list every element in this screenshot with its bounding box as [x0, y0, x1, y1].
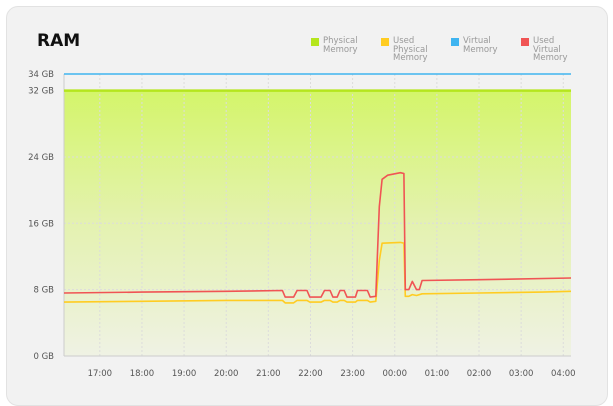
legend-swatch	[451, 38, 459, 46]
y-tick-label: 34 GB	[28, 70, 54, 80]
y-tick-label: 0 GB	[33, 352, 54, 362]
legend-label: Physical Memory	[323, 36, 358, 55]
x-tick-label: 22:00	[298, 369, 323, 379]
x-tick-label: 20:00	[214, 369, 239, 379]
x-tick-label: 17:00	[88, 369, 113, 379]
x-tick-label: 02:00	[467, 369, 492, 379]
legend-swatch	[381, 38, 389, 46]
x-tick-label: 21:00	[256, 369, 281, 379]
legend-swatch	[311, 38, 319, 46]
y-tick-label: 8 GB	[33, 286, 54, 296]
legend-label: Used Physical Memory	[393, 36, 428, 63]
legend-label: Used Virtual Memory	[533, 36, 568, 63]
legend-item[interactable]: Physical Memory	[311, 37, 381, 63]
x-tick-label: 04:00	[551, 369, 576, 379]
legend-label: Virtual Memory	[463, 36, 498, 55]
x-tick-label: 19:00	[172, 369, 197, 379]
x-tick-label: 00:00	[382, 369, 407, 379]
x-tick-label: 03:00	[509, 369, 534, 379]
y-tick-label: 24 GB	[28, 153, 54, 163]
x-tick-label: 01:00	[425, 369, 450, 379]
y-tick-label: 16 GB	[28, 219, 54, 229]
x-tick-label: 18:00	[130, 369, 155, 379]
y-tick-label: 32 GB	[28, 87, 54, 97]
legend-item[interactable]: Used Virtual Memory	[521, 37, 591, 63]
legend-item[interactable]: Used Physical Memory	[381, 37, 451, 63]
used-virtual-memory-line	[63, 171, 572, 298]
x-tick-label: 23:00	[340, 369, 365, 379]
used-physical-memory-line	[63, 241, 572, 304]
chart-title: RAM	[37, 31, 81, 51]
legend-item[interactable]: Virtual Memory	[451, 37, 521, 63]
legend: Physical Memory Used Physical Memory Virtu…	[311, 37, 591, 63]
legend-swatch	[521, 38, 529, 46]
